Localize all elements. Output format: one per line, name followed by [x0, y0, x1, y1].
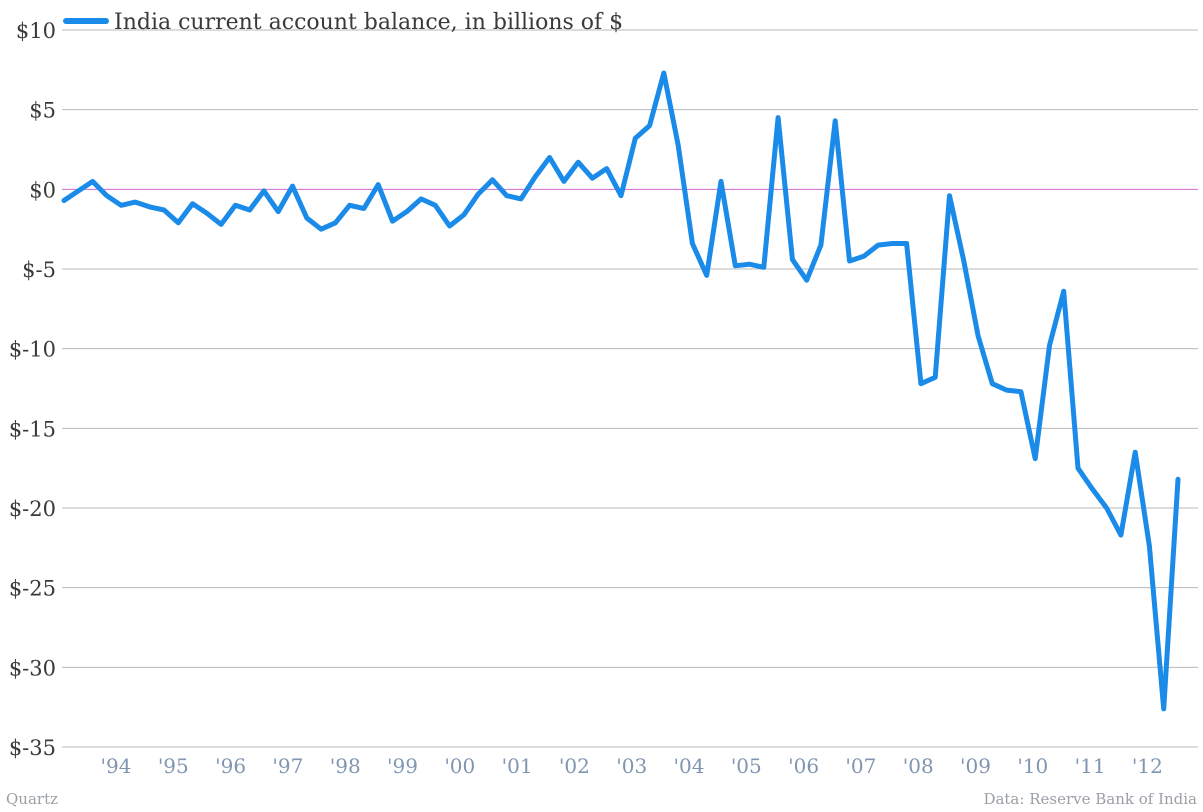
legend: India current account balance, in billio… [63, 10, 623, 35]
y-tick-label: $-15 [9, 417, 56, 441]
x-tick-label: '96 [215, 754, 246, 778]
y-tick-label: $-5 [22, 258, 56, 282]
x-axis-tick-labels: '94 '95 '96 '97 '98 '99 '00 '01 '02 '03 '04 '05 '06 '… [101, 754, 1163, 778]
series-india-current-account [61, 70, 1181, 712]
x-tick-label: '05 [731, 754, 762, 778]
publisher-credit: Quartz [6, 790, 59, 808]
x-tick-label: '09 [960, 754, 991, 778]
y-tick-label: $-25 [9, 577, 56, 601]
x-tick-label: '97 [272, 754, 303, 778]
y-tick-label: $-20 [9, 497, 56, 521]
x-tick-label: '99 [387, 754, 418, 778]
x-tick-label: '98 [330, 754, 361, 778]
x-tick-label: '07 [845, 754, 876, 778]
x-tick-label: '00 [444, 754, 475, 778]
x-tick-label: '12 [1132, 754, 1163, 778]
x-tick-label: '04 [674, 754, 705, 778]
x-tick-label: '06 [788, 754, 819, 778]
x-tick-label: '01 [502, 754, 533, 778]
gridlines [62, 29, 1198, 748]
y-tick-label: $0 [29, 178, 56, 202]
y-tick-label: $5 [29, 99, 56, 123]
x-tick-label: '02 [559, 754, 590, 778]
x-tick-label: '94 [101, 754, 132, 778]
x-tick-label: '03 [616, 754, 647, 778]
x-tick-label: '10 [1017, 754, 1048, 778]
data-source-credit: Data: Reserve Bank of India [983, 790, 1197, 808]
y-tick-label: $10 [16, 19, 56, 43]
x-tick-label: '95 [158, 754, 189, 778]
x-tick-label: '11 [1075, 754, 1106, 778]
y-tick-label: $-30 [9, 656, 56, 680]
x-tick-label: '08 [903, 754, 934, 778]
y-tick-label: $-10 [9, 338, 56, 362]
y-axis-tick-labels: $10 $5 $0 $-5 $-10 $-15 $-20 $-25 $-30 $-35 [9, 19, 56, 760]
y-tick-label: $-35 [9, 736, 56, 760]
series-line [61, 70, 1181, 712]
legend-label: India current account balance, in billio… [114, 10, 623, 35]
